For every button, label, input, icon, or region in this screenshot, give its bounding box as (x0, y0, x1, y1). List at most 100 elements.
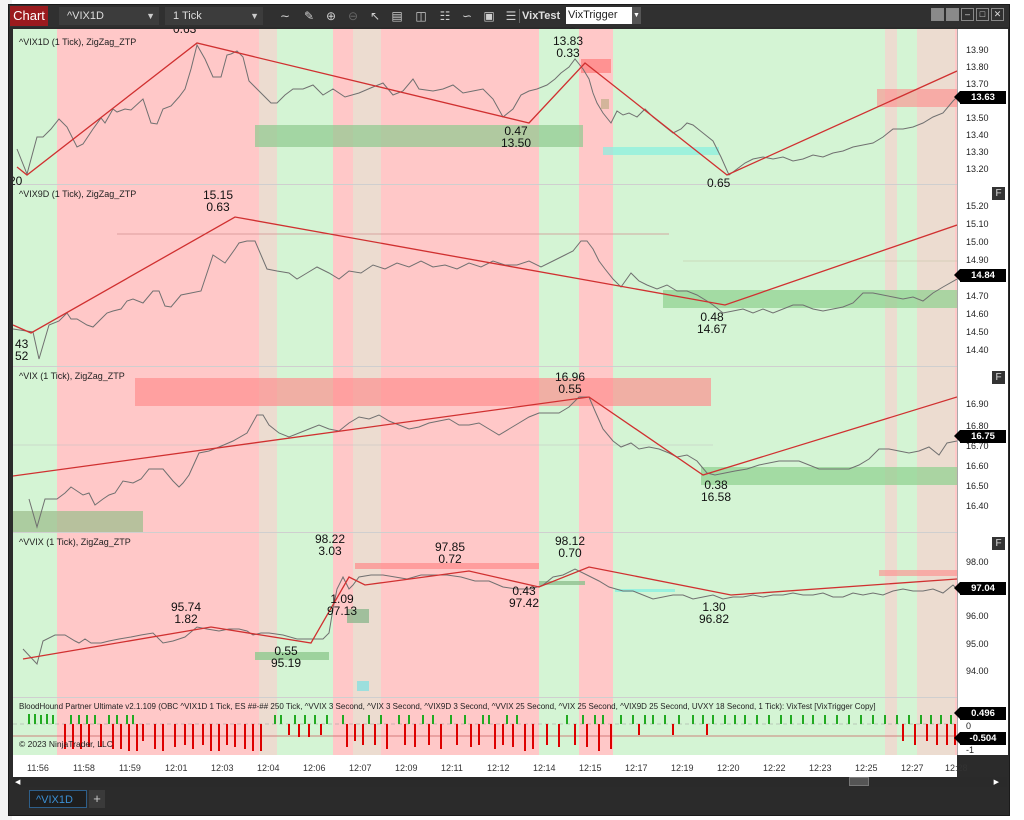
time-axis[interactable]: 11:56 11:58 11:59 12:01 12:03 12:04 12:0… (13, 755, 968, 777)
zoom-in-icon[interactable]: ⊕ (325, 9, 337, 23)
minimize-icon[interactable]: – (961, 8, 974, 21)
pane-title-vix9d: ^VIX9D (1 Tick), ZigZag_ZTP (19, 189, 137, 199)
axis-tick: 13.90 (966, 45, 989, 55)
instrument-selector[interactable]: ^VIX1D ▼ (59, 7, 159, 25)
strategy-icon[interactable]: ∽ (461, 9, 473, 23)
zigzag-label: 43 52 (15, 337, 29, 363)
scroll-right-icon[interactable]: ▶ (993, 779, 999, 786)
axis-tick: 94.00 (966, 666, 989, 676)
time-label: 12:03 (211, 763, 234, 773)
axis-tick: 13.80 (966, 62, 989, 72)
copyright-text: © 2023 NinjaTrader, LLC (19, 739, 113, 749)
zigzag-label: 1.09 97.13 (327, 592, 358, 618)
data-box-icon[interactable]: ◫ (415, 9, 427, 23)
current-price-vix: 16.75 (954, 430, 1006, 443)
pencil-icon[interactable]: ✎ (303, 9, 315, 23)
toolbar-separator (519, 9, 520, 23)
axis-tick: 16.90 (966, 399, 989, 409)
price-axis[interactable]: 13.90 13.80 13.70 13.60 13.50 13.40 13.3… (954, 29, 1008, 755)
axis-tick: 16.50 (966, 481, 989, 491)
pane-separator[interactable] (13, 532, 957, 533)
axis-tick: 13.40 (966, 130, 989, 140)
chart-plot-area[interactable]: ^VIX1D (1 Tick), ZigZag_ZTP ^VIX9D (1 Ti… (13, 29, 957, 755)
time-label: 11:56 (27, 763, 49, 773)
time-label: 12:27 (901, 763, 924, 773)
pane-title-vvix: ^VVIX (1 Tick), ZigZag_ZTP (19, 537, 131, 547)
maximize-icon[interactable]: □ (976, 8, 989, 21)
pane-separator[interactable] (13, 697, 957, 698)
zigzag-label: 0.65 (707, 176, 731, 190)
template-icon[interactable]: ▣ (483, 9, 495, 23)
pane-f-button[interactable]: F (992, 371, 1005, 384)
tile-icon[interactable] (931, 8, 944, 21)
zigzag-label: 0.48 14.67 (697, 310, 728, 336)
close-icon[interactable]: ✕ (991, 8, 1004, 21)
time-label: 12:19 (671, 763, 694, 773)
axis-tick: 95.00 (966, 639, 989, 649)
time-label: 12:15 (579, 763, 602, 773)
zigzag-label: 0.55 95.19 (271, 644, 302, 670)
pane-title-vix1d: ^VIX1D (1 Tick), ZigZag_ZTP (19, 37, 137, 47)
zigzag-label: 97.85 0.72 (435, 540, 466, 566)
indicator-lower-value: -0.504 (954, 732, 1006, 745)
zoom-out-icon[interactable]: ⊖ (347, 9, 359, 23)
tile2-icon[interactable] (946, 8, 959, 21)
bear-zone (955, 29, 957, 755)
bull-zone (13, 29, 57, 755)
time-label: 12:06 (303, 763, 326, 773)
tab-vix1d[interactable]: ^VIX1D (29, 790, 87, 808)
time-label: 12:07 (349, 763, 372, 773)
zigzag-label: 98.22 3.03 (315, 532, 346, 558)
instrument-value: ^VIX1D (67, 10, 104, 22)
time-label: 11:59 (119, 763, 141, 773)
pane-f-button[interactable]: F (992, 537, 1005, 550)
zigzag-label: 0.47 13.50 (501, 124, 532, 150)
scroll-left-icon[interactable]: ◀ (15, 779, 21, 786)
zigzag-label: 13.83 0.33 (553, 34, 584, 60)
bars-icon[interactable]: ☷ (439, 9, 451, 23)
pane-separator[interactable] (13, 184, 957, 185)
horizontal-scrollbar[interactable]: ◀ ▶ (13, 777, 1007, 787)
time-label: 12:22 (763, 763, 786, 773)
pane-f-button[interactable]: F (992, 187, 1005, 200)
properties-icon[interactable]: ▤ (391, 9, 403, 23)
list-icon[interactable]: ☰ (505, 9, 517, 23)
scroll-thumb[interactable] (849, 777, 869, 786)
axis-tick: 14.50 (966, 327, 989, 337)
zigzag-label: 0.63 (173, 29, 197, 36)
indicator-title: BloodHound Partner Ultimate v2.1.109 (OB… (19, 702, 876, 711)
axis-tick: 13.70 (966, 79, 989, 89)
zigzag-label: 20 (13, 174, 23, 188)
time-label: 12:12 (487, 763, 510, 773)
axis-tick: 14.60 (966, 309, 989, 319)
chart-menu-button[interactable]: Chart (10, 6, 48, 26)
zigzag-label: 0.38 16.58 (701, 478, 732, 504)
chevron-down-icon: ▼ (250, 11, 259, 21)
time-label: 12:04 (257, 763, 280, 773)
zigzag-label: 0.43 97.42 (509, 584, 540, 610)
pane-separator[interactable] (13, 366, 957, 367)
interval-value: 1 Tick (173, 10, 202, 22)
zigzag-label: 98.12 0.70 (555, 534, 586, 560)
time-label: 12:14 (533, 763, 556, 773)
add-tab-button[interactable]: + (89, 790, 105, 808)
indicator-select[interactable]: VixTrigger Copy ▼ (566, 7, 641, 38)
time-label: 12:25 (855, 763, 878, 773)
line-chart-icon[interactable]: ∼ (279, 9, 291, 23)
axis-tick: -1 (966, 745, 975, 755)
chart-tab-bar: ^VIX1D + (9, 787, 1009, 815)
axis-tick: 14.70 (966, 291, 989, 301)
axis-tick: 13.30 (966, 147, 989, 157)
neutral-zone (917, 29, 957, 755)
zigzag-label: 15.15 0.63 (203, 188, 234, 214)
time-label: 12:17 (625, 763, 648, 773)
chart-toolbar: Chart ^VIX1D ▼ 1 Tick ▼ ∼ ✎ ⊕ ⊖ ↖ ▤ ◫ ☷ … (9, 5, 1009, 38)
pointer-icon[interactable]: ↖ (369, 9, 381, 23)
axis-tick: 15.00 (966, 237, 989, 247)
indicator-upper-value: 0.496 (954, 707, 1006, 720)
time-label: 12:20 (717, 763, 740, 773)
interval-selector[interactable]: 1 Tick ▼ (165, 7, 263, 25)
pane-title-vix: ^VIX (1 Tick), ZigZag_ZTP (19, 371, 125, 381)
chart-window: Chart ^VIX1D ▼ 1 Tick ▼ ∼ ✎ ⊕ ⊖ ↖ ▤ ◫ ☷ … (8, 4, 1010, 816)
chart-drawings (13, 42, 957, 751)
